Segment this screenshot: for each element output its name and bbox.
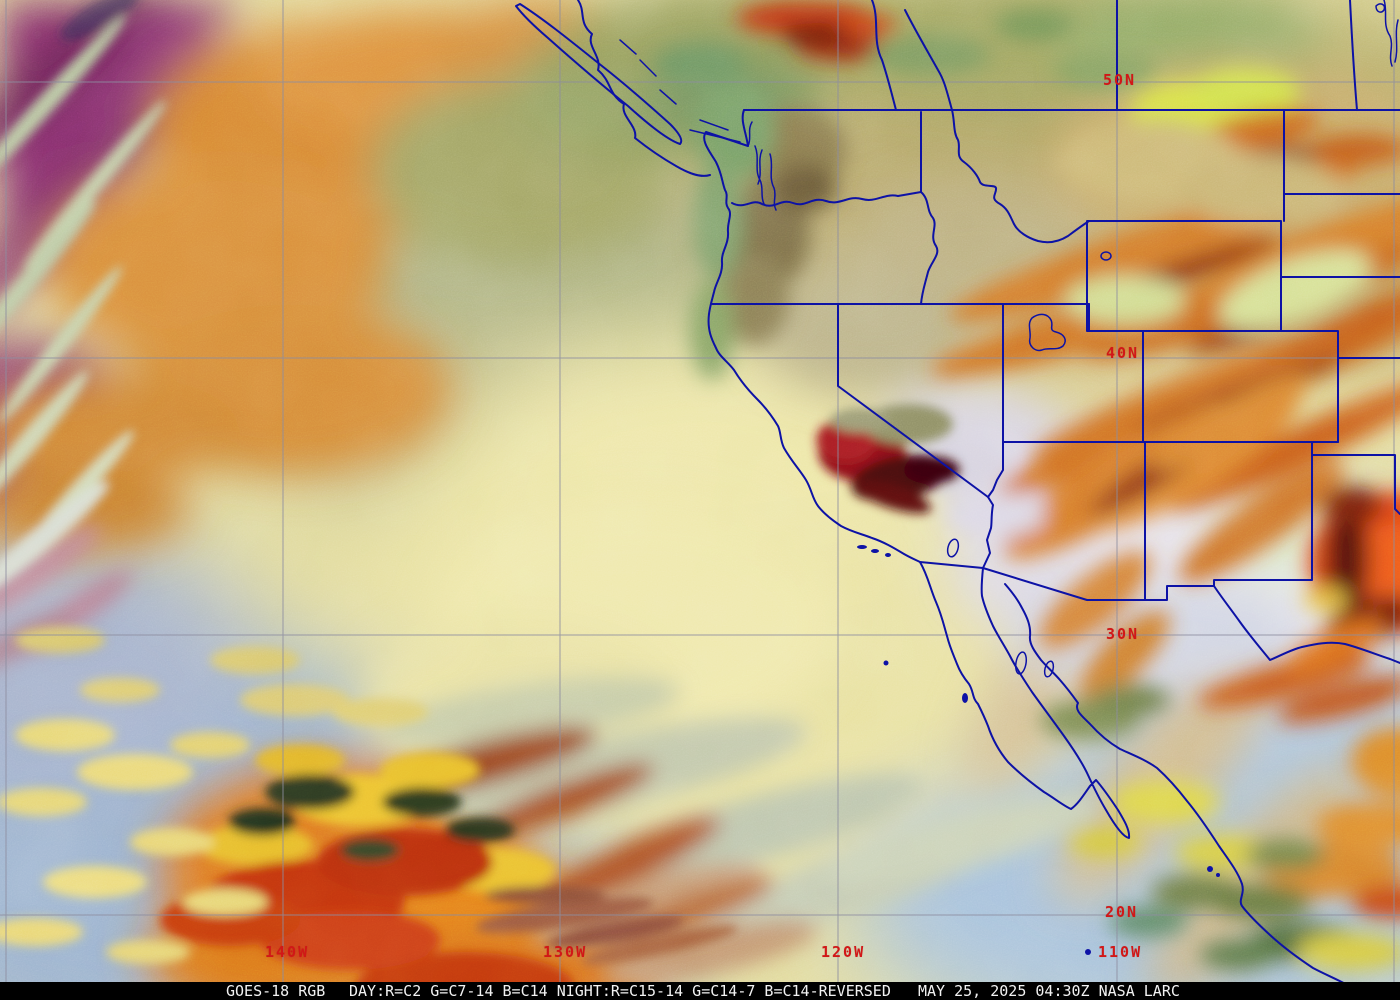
lat-label-50n: 50N	[1103, 71, 1137, 89]
status-timestamp-label: MAY 25, 2025 04:30Z NASA LARC	[918, 982, 1180, 1000]
lon-label-130w: 130W	[543, 943, 588, 961]
status-recipe-label: DAY:R=C2 G=C7-14 B=C14 NIGHT:R=C15-14 G=…	[349, 982, 891, 1000]
state-borders	[515, 0, 1400, 982]
lon-label-110w: 110W	[1098, 943, 1143, 961]
lon-label-140w: 140W	[265, 943, 310, 961]
status-source-label: GOES-18 RGB	[226, 982, 326, 1000]
lon-label-120w: 120W	[821, 943, 866, 961]
status-bar: GOES-18 RGB DAY:R=C2 G=C7-14 B=C14 NIGHT…	[0, 982, 1400, 1000]
lat-label-30n: 30N	[1106, 625, 1140, 643]
lat-label-20n: 20N	[1105, 903, 1139, 921]
lat-label-40n: 40N	[1106, 344, 1140, 362]
